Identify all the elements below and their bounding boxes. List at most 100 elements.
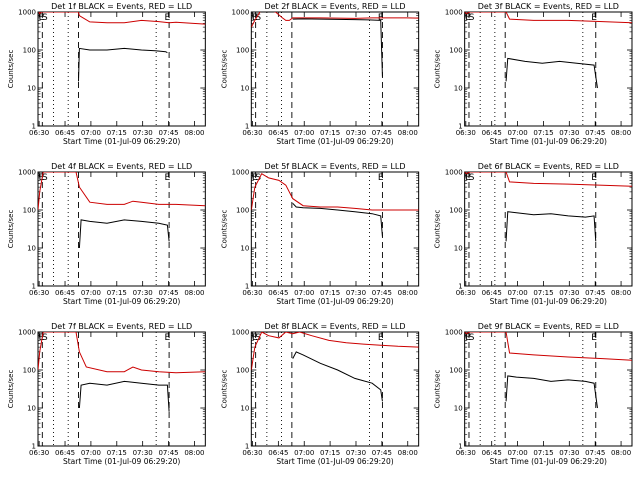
y-axis-label: Counts/sec	[220, 210, 228, 249]
y-tick-label: 1000	[445, 169, 463, 177]
x-axis-label: Start Time (01-Jul-09 06:29:20)	[490, 297, 607, 306]
y-axis-label: Counts/sec	[434, 50, 442, 89]
y-tick-label: 10	[27, 85, 36, 93]
chart-title: Det 4f BLACK = Events, RED = LLD	[51, 162, 192, 171]
interval-marker: E	[252, 333, 258, 343]
interval-marker: S	[42, 173, 48, 183]
x-tick-label: 07:45	[585, 449, 605, 457]
x-tick-label: 07:15	[320, 129, 340, 137]
x-tick-label: 08:00	[184, 449, 204, 457]
y-axis-label: Counts/sec	[220, 370, 228, 409]
chart-title: Det 1f BLACK = Events, RED = LLD	[51, 2, 192, 11]
plot-frame	[464, 11, 633, 127]
x-tick-label: 07:00	[81, 129, 101, 137]
x-tick-label: 07:45	[158, 129, 178, 137]
chart-panel: Det 2f BLACK = Events, RED = LLD 1 10 100 10…	[220, 2, 420, 146]
x-tick-label: 07:00	[507, 289, 527, 297]
y-tick-label: 10	[240, 245, 249, 253]
y-tick-label: 100	[236, 367, 249, 375]
x-axis-label: Start Time (01-Jul-09 06:29:20)	[63, 457, 180, 466]
x-tick-label: 07:45	[585, 129, 605, 137]
interval-marker: E	[252, 173, 258, 183]
chart-title: Det 6f BLACK = Events, RED = LLD	[478, 162, 619, 171]
interval-marker: E	[591, 13, 597, 23]
events-series-line	[78, 380, 170, 412]
y-tick-label: 100	[449, 367, 462, 375]
x-axis-label: Start Time (01-Jul-09 06:29:20)	[276, 457, 393, 466]
y-tick-label: 1	[245, 283, 249, 291]
x-tick-label: 07:00	[294, 449, 314, 457]
plot-frame	[37, 11, 206, 127]
x-tick-label: 07:15	[533, 449, 553, 457]
x-tick-label: 07:00	[294, 289, 314, 297]
x-tick-label: 07:15	[320, 289, 340, 297]
y-tick-label: 10	[454, 405, 463, 413]
x-tick-label: 07:45	[372, 449, 392, 457]
y-tick-label: 100	[449, 207, 462, 215]
x-axis-label: Start Time (01-Jul-09 06:29:20)	[490, 137, 607, 146]
events-series-line	[505, 375, 598, 409]
y-tick-label: 1	[245, 443, 249, 451]
y-tick-label: 100	[236, 207, 249, 215]
x-tick-label: 06:30	[456, 289, 476, 297]
chart-title: Det 3f BLACK = Events, RED = LLD	[478, 2, 619, 11]
y-tick-label: 10	[454, 85, 463, 93]
events-series-line	[505, 211, 597, 242]
x-tick-label: 07:00	[81, 449, 101, 457]
interval-marker: E	[465, 173, 471, 183]
y-tick-label: 1000	[18, 329, 36, 337]
x-tick-label: 07:45	[158, 449, 178, 457]
x-tick-label: 08:00	[398, 129, 418, 137]
x-tick-label: 08:00	[398, 289, 418, 297]
x-tick-label: 06:30	[29, 449, 49, 457]
interval-marker: E	[165, 173, 171, 183]
chart-title: Det 8f BLACK = Events, RED = LLD	[264, 322, 405, 331]
y-tick-label: 1	[245, 123, 249, 131]
x-tick-label: 07:30	[133, 129, 153, 137]
plot-frame	[37, 331, 206, 447]
interval-marker: S	[255, 13, 261, 23]
events-series-line	[292, 202, 383, 237]
y-tick-label: 1	[32, 123, 36, 131]
x-tick-label: 06:45	[482, 449, 502, 457]
plot-frame	[464, 171, 633, 287]
y-tick-label: 1	[458, 443, 462, 451]
plot-frame	[37, 171, 206, 287]
y-axis-label: Counts/sec	[7, 50, 15, 89]
x-tick-label: 07:00	[507, 449, 527, 457]
y-tick-label: 1000	[18, 9, 36, 17]
x-axis-label: Start Time (01-Jul-09 06:29:20)	[490, 457, 607, 466]
chart-panel: Det 1f BLACK = Events, RED = LLD 1 10 100 10…	[7, 2, 206, 146]
lld-series-line	[38, 12, 206, 25]
x-tick-label: 06:30	[29, 289, 49, 297]
x-tick-label: 06:30	[242, 129, 262, 137]
y-tick-label: 1	[32, 443, 36, 451]
y-tick-label: 10	[240, 85, 249, 93]
x-tick-label: 08:00	[611, 289, 631, 297]
x-tick-label: 07:15	[107, 449, 127, 457]
chart-panel: Det 7f BLACK = Events, RED = LLD 1 10 100 10…	[7, 322, 206, 466]
x-tick-label: 06:45	[268, 449, 288, 457]
events-series-line	[292, 18, 383, 77]
x-tick-label: 07:30	[133, 449, 153, 457]
y-axis-label: Counts/sec	[7, 210, 15, 249]
interval-marker: E	[39, 173, 45, 183]
interval-marker: E	[591, 173, 597, 183]
y-tick-label: 1000	[445, 329, 463, 337]
interval-marker: E	[165, 13, 171, 23]
interval-marker: S	[42, 333, 48, 343]
x-tick-label: 07:30	[346, 289, 366, 297]
interval-marker: S	[469, 13, 475, 23]
x-tick-label: 08:00	[184, 129, 204, 137]
interval-marker: E	[378, 173, 384, 183]
events-series-line	[78, 47, 168, 82]
y-tick-label: 100	[23, 207, 36, 215]
y-tick-label: 10	[27, 245, 36, 253]
x-tick-label: 07:15	[107, 289, 127, 297]
plot-frame	[250, 11, 420, 127]
lld-series-line	[38, 332, 206, 374]
y-tick-label: 10	[27, 405, 36, 413]
x-tick-label: 07:30	[559, 129, 579, 137]
x-tick-label: 06:30	[242, 289, 262, 297]
